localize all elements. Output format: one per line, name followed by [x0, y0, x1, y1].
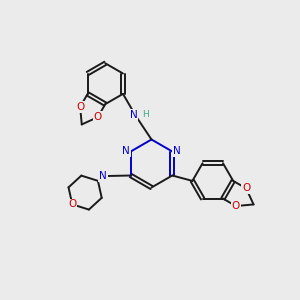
Text: N: N: [173, 146, 181, 156]
Text: O: O: [68, 200, 76, 209]
Text: N: N: [130, 110, 137, 120]
Text: O: O: [94, 112, 102, 122]
Text: N: N: [122, 146, 130, 156]
Text: N: N: [99, 171, 107, 181]
Text: H: H: [142, 110, 149, 119]
Text: O: O: [232, 201, 240, 211]
Text: O: O: [76, 102, 84, 112]
Text: O: O: [242, 183, 250, 194]
